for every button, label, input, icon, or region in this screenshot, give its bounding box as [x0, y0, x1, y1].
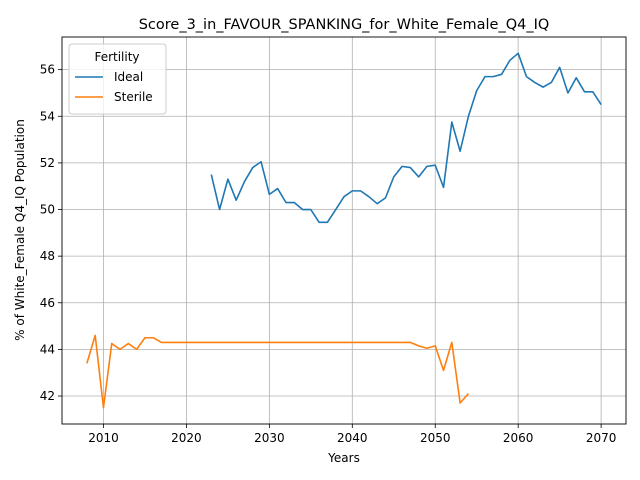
- y-tick-label: 54: [40, 109, 55, 123]
- y-tick-label: 50: [40, 203, 55, 217]
- chart-title: Score_3_in_FAVOUR_SPANKING_for_White_Fem…: [139, 17, 550, 33]
- plot-frame: [61, 36, 627, 425]
- y-axis-title: % of White_Female Q4_IQ Population: [13, 119, 27, 341]
- legend-title: Fertility: [94, 50, 139, 64]
- series-line-sterile: [86, 334, 470, 409]
- x-tick-label: 2040: [337, 431, 368, 445]
- series-line-ideal: [210, 52, 602, 224]
- axis-ticks: 2010 2020 2030 2040 2050 2060 2070 42 44 46 48 50 52…: [40, 63, 617, 445]
- x-axis-title: Years: [327, 451, 360, 465]
- x-tick-label: 2070: [586, 431, 617, 445]
- x-tick-label: 2010: [88, 431, 119, 445]
- x-tick-label: 2050: [420, 431, 451, 445]
- y-tick-label: 44: [40, 342, 55, 356]
- y-tick-label: 56: [40, 63, 55, 77]
- series-lines: [86, 52, 602, 409]
- legend: Fertility Ideal Sterile: [68, 43, 167, 115]
- grid-lines: [62, 37, 626, 424]
- legend-label-ideal: Ideal: [114, 70, 143, 84]
- x-tick-label: 2060: [503, 431, 534, 445]
- legend-label-sterile: Sterile: [114, 90, 153, 104]
- y-tick-label: 48: [40, 249, 55, 263]
- x-tick-label: 2020: [171, 431, 202, 445]
- y-tick-label: 46: [40, 296, 55, 310]
- y-tick-label: 52: [40, 156, 55, 170]
- y-tick-label: 42: [40, 389, 55, 403]
- x-tick-label: 2030: [254, 431, 285, 445]
